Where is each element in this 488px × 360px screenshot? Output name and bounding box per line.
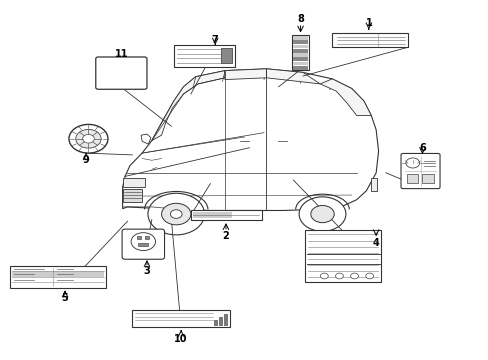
Bar [190,210,261,220]
Circle shape [320,273,327,279]
Bar [293,40,307,44]
FancyBboxPatch shape [122,229,164,259]
Bar [138,243,148,246]
Bar [219,317,223,325]
Bar [214,320,218,325]
Text: 8: 8 [297,14,304,24]
Circle shape [335,273,343,279]
Bar [293,62,307,65]
Circle shape [76,130,101,148]
Text: 1: 1 [365,18,371,28]
Bar [422,174,433,183]
Bar [132,310,229,327]
Circle shape [310,206,333,223]
Bar [293,66,307,69]
Circle shape [161,203,190,225]
Bar [293,45,307,48]
Text: 10: 10 [174,333,187,343]
Bar [224,314,227,325]
Bar [293,36,307,40]
Bar [137,236,141,239]
Bar [293,49,307,53]
Bar [122,189,142,202]
Text: 6: 6 [418,143,425,153]
Bar [12,271,103,277]
Text: 3: 3 [143,266,150,276]
FancyBboxPatch shape [96,57,147,89]
Circle shape [170,210,182,219]
Text: 9: 9 [82,155,89,165]
Bar [407,174,418,183]
Polygon shape [266,69,320,84]
Bar [122,178,144,187]
Polygon shape [224,69,266,80]
Bar [145,236,149,239]
Circle shape [82,134,94,143]
Bar [305,230,380,282]
Text: 5: 5 [61,293,68,303]
Circle shape [405,158,419,168]
Bar [221,48,232,63]
FancyBboxPatch shape [400,153,439,189]
Circle shape [131,233,155,251]
Bar [293,53,307,57]
Polygon shape [141,134,151,144]
Polygon shape [320,79,370,116]
Circle shape [299,197,345,231]
Circle shape [350,273,358,279]
Text: 7: 7 [211,35,218,45]
Bar [370,178,376,192]
Circle shape [148,193,204,235]
Circle shape [69,125,108,153]
Text: 4: 4 [372,238,379,248]
Circle shape [365,273,373,279]
Bar [292,36,308,69]
Text: 2: 2 [222,231,229,240]
Bar [193,212,232,219]
Polygon shape [152,71,224,140]
Bar [173,45,234,67]
Text: 11: 11 [115,49,128,59]
Bar [10,266,105,288]
Bar [331,33,407,47]
Bar [293,57,307,61]
Polygon shape [122,69,378,211]
